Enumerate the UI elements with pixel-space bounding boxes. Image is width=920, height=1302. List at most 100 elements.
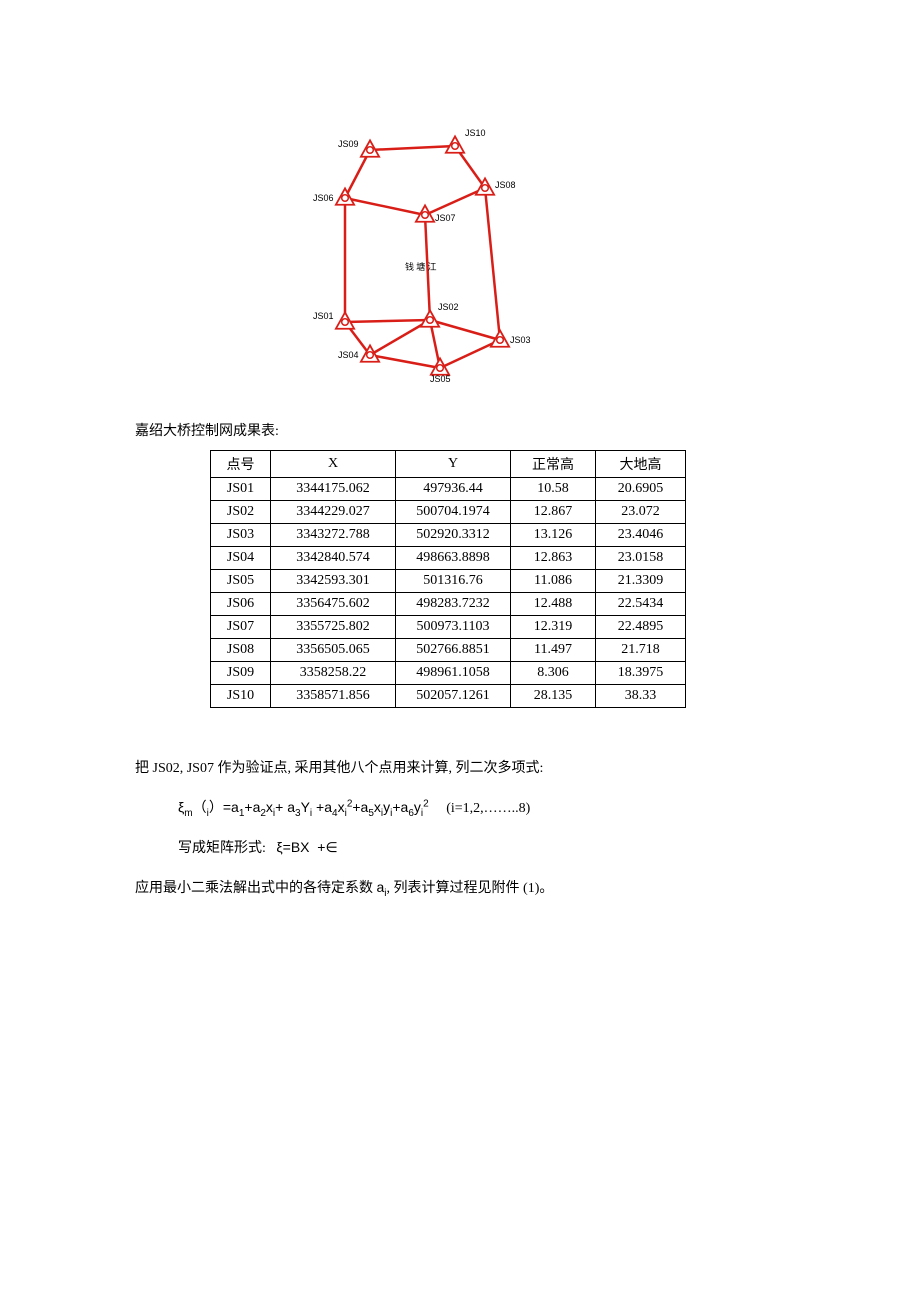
node-label: JS06 (313, 193, 334, 203)
network-edge (345, 198, 425, 215)
table-cell: JS02 (211, 501, 271, 524)
node-label: JS09 (338, 139, 359, 149)
table-row: JS033343272.788502920.331213.12623.4046 (211, 524, 686, 547)
table-cell: JS04 (211, 547, 271, 570)
plus-a2: +a (244, 799, 260, 815)
node-label: JS05 (430, 374, 451, 384)
sub-i-4: i (345, 808, 347, 819)
table-row: JS083356505.065502766.885111.49721.718 (211, 639, 686, 662)
col-header-y: Y (396, 451, 511, 478)
x-2: x (338, 799, 345, 815)
network-edge (430, 320, 500, 340)
table-cell: JS03 (211, 524, 271, 547)
table-cell: 3344175.062 (271, 478, 396, 501)
table-cell: 3358571.856 (271, 685, 396, 708)
table-row: JS063356475.602498283.723212.48822.5434 (211, 593, 686, 616)
table-cell: 22.4895 (596, 616, 686, 639)
network-node (336, 312, 354, 328)
table-cell: JS01 (211, 478, 271, 501)
col-header-normal-height: 正常高 (511, 451, 596, 478)
table-row: JS103358571.856502057.126128.13538.33 (211, 685, 686, 708)
table-cell: 21.718 (596, 639, 686, 662)
network-edge (425, 188, 485, 215)
table-cell: 3344229.027 (271, 501, 396, 524)
sub-m: m (184, 808, 192, 819)
table-cell: 18.3975 (596, 662, 686, 685)
table-cell: 28.135 (511, 685, 596, 708)
table-row: JS023344229.027500704.197412.86723.072 (211, 501, 686, 524)
table-cell: 12.867 (511, 501, 596, 524)
table-row: JS013344175.062497936.4410.5820.6905 (211, 478, 686, 501)
matrix-form: 写成矩阵形式: ξ=BX +∈ (178, 835, 338, 861)
node-label: JS08 (495, 180, 516, 190)
plus-a4: +a (312, 799, 332, 815)
network-svg: JS01JS02JS03JS04JS05JS06JS07JS08JS09JS10… (305, 110, 565, 390)
network-edge (370, 146, 455, 150)
table-cell: 11.086 (511, 570, 596, 593)
p4-suffix: , 列表计算过程见附件 (1)。 (387, 881, 554, 896)
table-cell: 500973.1103 (396, 616, 511, 639)
table-cell: JS05 (211, 570, 271, 593)
table-cell: 3358258.22 (271, 662, 396, 685)
col-header-x: X (271, 451, 396, 478)
table-cell: 3342840.574 (271, 547, 396, 570)
paragraph-intro: 把 JS02, JS07 作为验证点, 采用其他八个点用来计算, 列二次多项式: (135, 756, 543, 781)
network-edge (485, 188, 500, 340)
network-node (336, 188, 354, 204)
x-3: x (374, 799, 381, 815)
node-label: JS03 (510, 335, 531, 345)
table-cell: 10.58 (511, 478, 596, 501)
network-node (421, 310, 439, 326)
network-edge (370, 355, 440, 368)
table-cell: 11.497 (511, 639, 596, 662)
table-cell: 497936.44 (396, 478, 511, 501)
sub-i-7: i (421, 808, 423, 819)
table-row: JS043342840.574498663.889812.86323.0158 (211, 547, 686, 570)
index-range: (i=1,2,……..8) (429, 801, 531, 816)
results-table: 点号 X Y 正常高 大地高 JS013344175.062497936.441… (210, 450, 686, 708)
plus-a6: +a (392, 799, 408, 815)
table-cell: 21.3309 (596, 570, 686, 593)
table-row: JS073355725.802500973.110312.31922.4895 (211, 616, 686, 639)
table-cell: 498663.8898 (396, 547, 511, 570)
table-cell: 3342593.301 (271, 570, 396, 593)
table-cell: 502920.3312 (396, 524, 511, 547)
table-cell: 502766.8851 (396, 639, 511, 662)
Y-1: Y (301, 799, 310, 815)
table-cell: JS10 (211, 685, 271, 708)
node-label: JS10 (465, 128, 486, 138)
plus-a3: + a (275, 799, 295, 815)
table-cell: 38.33 (596, 685, 686, 708)
table-cell: 3355725.802 (271, 616, 396, 639)
table-cell: 20.6905 (596, 478, 686, 501)
table-row: JS093358258.22498961.10588.30618.3975 (211, 662, 686, 685)
diagram-center-label: 钱 塘 江 (405, 261, 437, 272)
table-cell: 500704.1974 (396, 501, 511, 524)
table-cell: 12.488 (511, 593, 596, 616)
table-row: JS053342593.301501316.7611.08621.3309 (211, 570, 686, 593)
table-header-row: 点号 X Y 正常高 大地高 (211, 451, 686, 478)
table-cell: 13.126 (511, 524, 596, 547)
table-title: 嘉绍大桥控制网成果表: (135, 420, 279, 440)
p4-prefix: 应用最小二乘法解出式中的各待定系数 (135, 881, 377, 896)
table-cell: 502057.1261 (396, 685, 511, 708)
table-cell: 12.319 (511, 616, 596, 639)
table-cell: 498961.1058 (396, 662, 511, 685)
node-label: JS04 (338, 350, 359, 360)
table-cell: JS07 (211, 616, 271, 639)
x-1: x (266, 799, 273, 815)
table-cell: 3356505.065 (271, 639, 396, 662)
polynomial-formula: ξm（i）=a1+a2xi+ a3Yi +a4xi2+a5xiyi+a6yi2 … (178, 795, 530, 823)
table-cell: 23.0158 (596, 547, 686, 570)
network-edge (440, 340, 500, 368)
table-cell: JS06 (211, 593, 271, 616)
table-cell: 23.072 (596, 501, 686, 524)
table-cell: 8.306 (511, 662, 596, 685)
matrix-formula: ξ=BX +∈ (276, 839, 337, 855)
table-cell: 23.4046 (596, 524, 686, 547)
table-cell: JS09 (211, 662, 271, 685)
network-diagram: JS01JS02JS03JS04JS05JS06JS07JS08JS09JS10… (305, 110, 565, 390)
col-header-geodetic-height: 大地高 (596, 451, 686, 478)
table-cell: 22.5434 (596, 593, 686, 616)
node-label: JS02 (438, 302, 459, 312)
